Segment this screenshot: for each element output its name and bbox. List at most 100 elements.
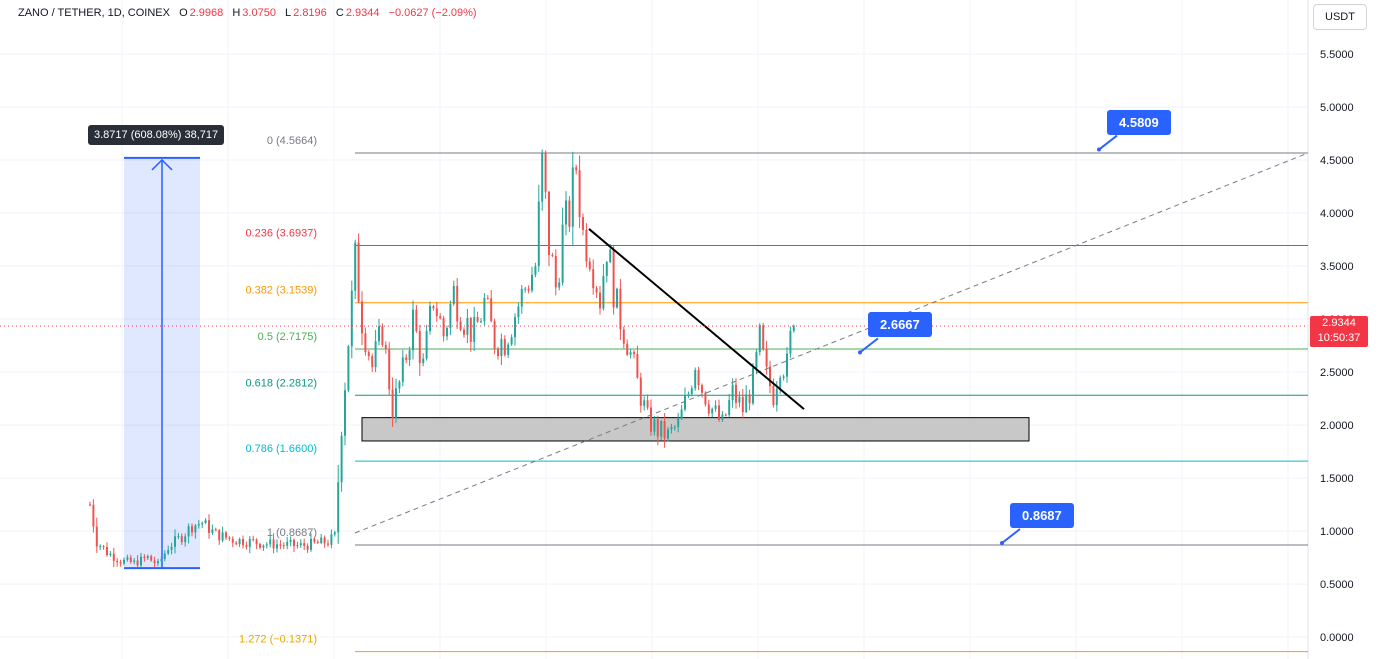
candle-body [463,329,465,335]
candle-body [483,297,486,322]
candle-body [323,537,326,544]
candle-body [89,504,91,506]
candle-body [425,330,428,359]
candle-body [214,529,217,531]
candle-body [119,562,122,564]
candle-body [622,329,625,344]
candle-body [296,545,299,547]
candle-body [327,543,329,545]
candle-body [582,217,584,230]
candle-body [140,556,142,566]
candle-body [684,395,686,410]
candle-body [340,435,343,483]
candle-body [772,386,775,406]
candle-body [714,405,717,409]
candle-body [102,546,105,548]
candle-body [354,242,357,291]
candle-body [775,388,778,406]
candle-body [242,538,244,546]
candle-body [575,167,578,171]
candle-body [476,317,479,322]
candle-body [639,377,642,406]
price-tick-label: 2.5000 [1320,367,1354,379]
candle-body [279,544,282,546]
candle-body [752,367,754,404]
candle-body [391,389,394,419]
candle-body [660,421,663,437]
price-callout-3[interactable]: 0.8687 [1010,503,1074,528]
candle-body [517,306,520,318]
candle-body [456,285,459,322]
candle-body [225,532,227,538]
candle-body [721,414,724,420]
candle-body [272,539,275,549]
fib-trend-diagonal [354,152,1309,534]
measure-arrow-head [151,158,173,171]
candle-body [629,352,632,355]
candle-body [99,546,102,548]
price-callout-1[interactable]: 4.5809 [1107,109,1171,135]
fib-level-label: 0.236 (3.6937) [245,228,317,240]
candle-body [643,400,646,406]
candle-body [174,536,176,547]
candle-body [595,288,598,293]
candle-body [636,354,639,378]
fib-level-label: 0.618 (2.2812) [245,377,317,389]
candle-body [378,326,380,342]
symbol-header: ZANO / TETHER, 1D, COINEX O 2.9968 H 3.075… [18,7,477,19]
fib-level-label: 1.272 (−0.1371) [239,634,317,646]
candle-body [347,346,350,391]
currency-unit-button[interactable]: USDT [1313,4,1367,30]
candle-body [792,326,795,331]
high-label: H [232,7,241,19]
fib-level-label: 0.382 (3.1539) [245,285,317,297]
candle-body [667,429,669,439]
candle-body [170,546,173,550]
candle-body [789,330,792,354]
candle-body [265,544,268,546]
candle-body [558,282,561,288]
candle-body [204,520,207,524]
candle-body [395,388,397,419]
candle-body [313,538,316,542]
candle-body [602,275,605,309]
candle-body [452,285,455,304]
candle-body [211,529,214,533]
candle-body [112,553,115,561]
candle-body [677,418,680,428]
close-label: C [335,7,344,19]
current-price-value: 2.9344 [1322,317,1356,329]
candle-body [157,561,159,564]
candle-body [762,325,765,349]
fib-level-label: 0 (4.5664) [267,135,317,147]
callout-pointer [1001,528,1021,544]
candle-body [177,536,180,538]
callout-anchor-dot [858,350,862,355]
candle-body [687,394,690,396]
candle-body [490,298,493,322]
candle-body [548,191,550,256]
candle-body [252,538,255,540]
candle-body [197,524,200,526]
candle-body [374,341,377,368]
candle-body [187,526,190,537]
candle-body [758,325,761,353]
candle-body [446,328,448,337]
candle-body [146,556,149,558]
price-callout-2[interactable]: 2.6667 [868,312,932,338]
candle-body [656,419,659,437]
callout-anchor-dot [1000,541,1004,545]
candle-body [201,523,204,525]
candle-body [384,344,387,349]
candle-body [514,317,516,338]
candle-body [561,224,564,283]
candle-body [221,532,224,541]
candle-body [741,396,744,412]
candle-body [653,419,656,432]
candle-body [765,348,768,367]
candle-body [245,545,248,547]
price-tick-label: 1.5000 [1320,473,1354,485]
candle-countdown: 10:50:37 [1317,332,1361,344]
chart-grid [0,0,1308,659]
